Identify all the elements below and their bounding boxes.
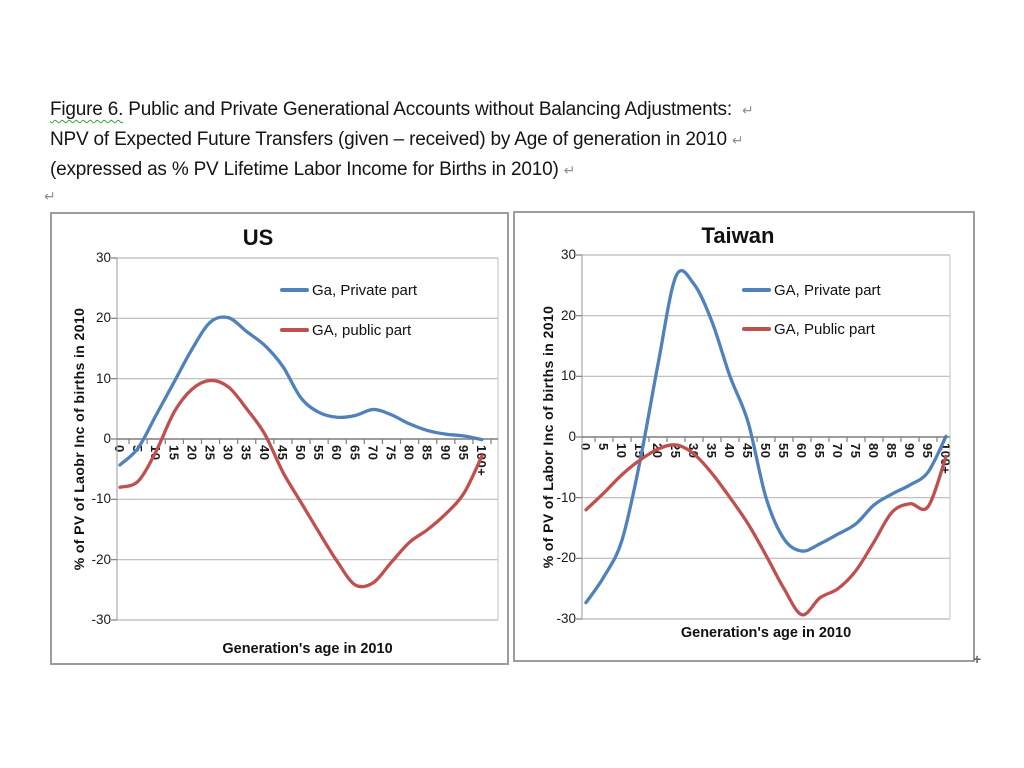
linebreak-mark-icon: ↵ bbox=[731, 132, 744, 148]
us-legend-label-public: GA, public part bbox=[312, 321, 412, 339]
us-x-axis-title: Generation's age in 2010 bbox=[222, 641, 393, 657]
us-x-tick-label: 15 bbox=[166, 445, 182, 461]
taiwan-x-tick-label: 10 bbox=[614, 443, 629, 459]
taiwan-chart-title: Taiwan bbox=[701, 223, 775, 248]
taiwan-x-tick-label: 35 bbox=[704, 443, 719, 459]
taiwan-legend-item-private: GA, Private part bbox=[742, 280, 881, 300]
taiwan-y-tick-label: 10 bbox=[560, 368, 576, 384]
taiwan-series-line-1 bbox=[584, 443, 948, 617]
taiwan-x-tick-label: 80 bbox=[866, 443, 881, 459]
us-legend-label-private: Ga, Private part bbox=[312, 281, 418, 299]
us-y-tick-label: 30 bbox=[95, 250, 111, 265]
caption-line-3-text: (expressed as % PV Lifetime Labor Income… bbox=[50, 159, 559, 180]
taiwan-x-tick-label: 45 bbox=[740, 443, 755, 459]
taiwan-y-tick-label: -30 bbox=[556, 611, 576, 626]
us-chart-object[interactable]: US % of PV of Laobr Inc of births in 201… bbox=[50, 212, 509, 665]
taiwan-y-tick-label: 0 bbox=[568, 429, 576, 444]
us-y-tick-label: -20 bbox=[91, 551, 111, 567]
us-legend-item-private: Ga, Private part bbox=[280, 280, 417, 300]
taiwan-x-tick-label: 30 bbox=[686, 443, 701, 459]
us-x-tick-label: 50 bbox=[293, 445, 308, 461]
taiwan-legend-label-public: GA, Public part bbox=[774, 320, 875, 338]
taiwan-x-tick-label: 50 bbox=[758, 443, 773, 459]
us-x-tick-label: 70 bbox=[365, 445, 381, 461]
us-x-tick-label: 0 bbox=[112, 445, 127, 453]
us-x-tick-label: 45 bbox=[274, 445, 290, 461]
taiwan-x-axis-title: Generation's age in 2010 bbox=[680, 625, 852, 641]
taiwan-series-line-0 bbox=[584, 269, 948, 605]
taiwan-x-tick-label: 40 bbox=[722, 443, 737, 459]
us-y-tick-label: -10 bbox=[91, 491, 111, 507]
taiwan-plot-area bbox=[576, 254, 951, 620]
taiwan-x-tick-label: 60 bbox=[794, 443, 809, 459]
us-x-tick-label: 95 bbox=[455, 445, 471, 461]
taiwan-legend-swatch-private bbox=[742, 288, 771, 292]
caption-line-3: (expressed as % PV Lifetime Labor Income… bbox=[50, 155, 754, 185]
taiwan-x-tick-label: 5 bbox=[596, 443, 611, 451]
taiwan-x-tick-label: 90 bbox=[902, 443, 917, 459]
taiwan-x-tick-label: 65 bbox=[812, 443, 827, 459]
linebreak-mark-icon: ↵ bbox=[742, 102, 754, 118]
us-legend-swatch-public bbox=[280, 328, 309, 332]
us-x-tick-label: 85 bbox=[419, 445, 435, 461]
paragraph-mark-icon: ↵ bbox=[44, 188, 56, 204]
caption-line-1: Figure 6. Public and Private Generationa… bbox=[50, 95, 754, 125]
taiwan-y-tick-label: 30 bbox=[560, 247, 576, 262]
taiwan-legend-item-public: GA, Public part bbox=[742, 319, 881, 339]
us-y-tick-label: 0 bbox=[103, 431, 111, 446]
taiwan-x-tick-label: 95 bbox=[920, 443, 935, 459]
taiwan-x-tick-label: 0 bbox=[578, 443, 593, 451]
us-x-tick-label: 65 bbox=[347, 445, 363, 461]
us-plot-area bbox=[111, 257, 499, 621]
us-x-tick-label: 25 bbox=[202, 445, 218, 461]
us-y-tick-label: 20 bbox=[95, 310, 111, 326]
us-y-tick-label: 10 bbox=[95, 370, 111, 386]
taiwan-legend: GA, Private part GA, Public part bbox=[742, 280, 881, 339]
us-legend: Ga, Private part GA, public part bbox=[280, 280, 417, 340]
taiwan-legend-swatch-public bbox=[742, 327, 771, 331]
figure-caption: Figure 6. Public and Private Generationa… bbox=[50, 95, 754, 185]
linebreak-mark-icon: ↵ bbox=[563, 162, 576, 178]
us-x-tick-label: 75 bbox=[383, 445, 399, 461]
us-chart-title: US bbox=[242, 225, 274, 250]
us-y-tick-label: -30 bbox=[91, 612, 111, 627]
us-legend-item-public: GA, public part bbox=[280, 320, 417, 340]
us-y-axis-title: % of PV of Laobr Inc of births in 2010 bbox=[71, 307, 87, 571]
taiwan-y-tick-label: -20 bbox=[556, 550, 576, 566]
us-legend-swatch-private bbox=[280, 288, 309, 292]
us-x-tick-label: 60 bbox=[329, 445, 345, 461]
us-x-tick-label: 55 bbox=[311, 445, 327, 461]
caption-line-1-text: Public and Private Generational Accounts… bbox=[123, 99, 738, 120]
us-x-tick-label: 40 bbox=[256, 445, 272, 461]
caption-flagged-text: Figure 6. bbox=[50, 99, 124, 120]
us-series-line-1 bbox=[118, 378, 484, 589]
taiwan-y-axis-title: % of PV of Labor Inc of births in 2010 bbox=[540, 305, 556, 569]
object-anchor-icon: + bbox=[973, 651, 982, 667]
us-x-tick-label: 20 bbox=[184, 445, 200, 461]
taiwan-x-tick-label: 75 bbox=[848, 443, 863, 459]
taiwan-chart-object[interactable]: Taiwan % of PV of Labor Inc of births in… bbox=[513, 211, 975, 662]
taiwan-x-tick-label: 55 bbox=[776, 443, 791, 459]
caption-line-2-text: NPV of Expected Future Transfers (given … bbox=[50, 129, 727, 150]
us-x-tick-label: 35 bbox=[238, 445, 254, 461]
taiwan-y-tick-label: -10 bbox=[556, 489, 576, 505]
us-x-tick-label: 30 bbox=[220, 445, 236, 461]
us-x-tick-label: 90 bbox=[437, 445, 453, 461]
taiwan-y-tick-label: 20 bbox=[560, 307, 576, 323]
taiwan-legend-label-private: GA, Private part bbox=[774, 281, 881, 299]
taiwan-x-tick-label: 85 bbox=[884, 443, 899, 459]
us-x-tick-label: 80 bbox=[401, 445, 417, 461]
us-series-line-0 bbox=[118, 315, 484, 467]
taiwan-x-tick-label: 70 bbox=[830, 443, 845, 459]
caption-line-2: NPV of Expected Future Transfers (given … bbox=[50, 125, 754, 155]
